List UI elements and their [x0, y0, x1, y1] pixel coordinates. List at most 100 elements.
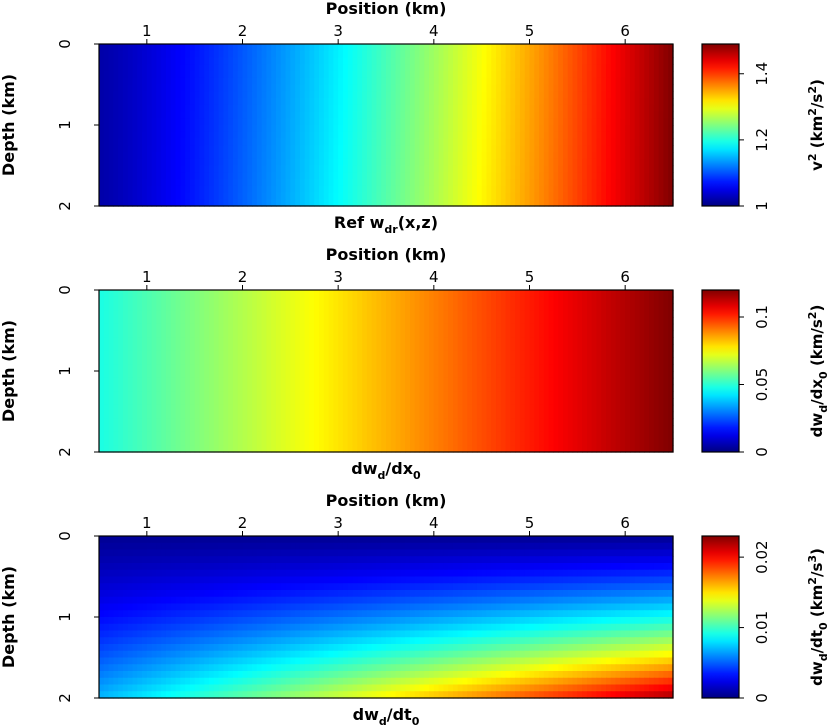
- heatmap-cell: [433, 357, 440, 365]
- heatmap-cell: [146, 344, 153, 352]
- heatmap-cell: [252, 165, 258, 173]
- heatmap-cell: [462, 290, 468, 298]
- heatmap-cell: [586, 344, 593, 352]
- heatmap-cell: [299, 317, 306, 325]
- heatmap-cell: [615, 118, 621, 126]
- heatmap-cell: [180, 185, 186, 194]
- heatmap-cell: [467, 323, 473, 332]
- heatmap-cell: [180, 71, 186, 79]
- heatmap-cell: [280, 185, 287, 194]
- heatmap-cell: [237, 71, 244, 79]
- heatmap-cell: [472, 158, 478, 167]
- heatmap-cell: [433, 391, 440, 399]
- heatmap-cell: [615, 152, 621, 160]
- heatmap-cell: [424, 172, 430, 180]
- heatmap-cell: [510, 344, 516, 352]
- heatmap-cell: [586, 199, 593, 207]
- heatmap-cell: [653, 91, 660, 99]
- heatmap-cell: [438, 199, 444, 207]
- heatmap-cell: [567, 118, 574, 126]
- heatmap-cell: [663, 290, 669, 298]
- heatmap-cell: [543, 44, 550, 52]
- heatmap-cell: [371, 192, 378, 200]
- heatmap-cell: [663, 303, 669, 311]
- heatmap-cell: [438, 179, 444, 187]
- heatmap-cell: [285, 404, 291, 413]
- heatmap-cell: [629, 330, 636, 338]
- heatmap-cell: [529, 98, 535, 106]
- heatmap-cell: [285, 371, 291, 379]
- heatmap-cell: [649, 98, 655, 106]
- heatmap-cell: [548, 145, 555, 153]
- heatmap-cell: [362, 71, 368, 79]
- heatmap-cell: [591, 391, 598, 399]
- heatmap-cell: [515, 290, 521, 298]
- heatmap-cell: [275, 404, 282, 413]
- heatmap-cell: [113, 391, 119, 399]
- heatmap-cell: [663, 138, 669, 146]
- heatmap-cell: [558, 377, 564, 386]
- heatmap-cell: [405, 165, 411, 173]
- heatmap-cell: [591, 337, 598, 345]
- heatmap-cell: [443, 125, 449, 133]
- heatmap-cell: [323, 57, 330, 65]
- heatmap-cell: [99, 77, 105, 86]
- heatmap-cell: [567, 303, 574, 311]
- heatmap-cell: [510, 138, 516, 146]
- heatmap-cell: [462, 118, 468, 126]
- heatmap-cell: [639, 145, 645, 153]
- heatmap-cell: [567, 152, 574, 160]
- heatmap-cell: [438, 77, 444, 86]
- heatmap-cell: [582, 64, 588, 72]
- heatmap-cell: [620, 337, 626, 345]
- heatmap-cell: [323, 384, 330, 392]
- heatmap-cell: [591, 310, 598, 318]
- heatmap-cell: [146, 398, 153, 406]
- heatmap-cell: [476, 77, 483, 86]
- heatmap-cell: [218, 98, 224, 106]
- heatmap-cell: [127, 192, 134, 200]
- heatmap-cell: [419, 125, 425, 133]
- heatmap-cell: [122, 323, 129, 332]
- heatmap-cell: [486, 152, 492, 160]
- heatmap-cell: [390, 98, 397, 106]
- heatmap-cell: [577, 158, 583, 167]
- heatmap-cell: [194, 172, 201, 180]
- heatmap-cell: [615, 104, 621, 113]
- heatmap-cell: [261, 84, 268, 92]
- heatmap-cell: [462, 84, 468, 92]
- heatmap-cell: [309, 91, 315, 99]
- heatmap-cell: [601, 152, 607, 160]
- heatmap-cell: [132, 310, 138, 318]
- heatmap-cell: [639, 158, 645, 167]
- heatmap-cell: [275, 158, 282, 167]
- heatmap-cell: [486, 44, 492, 52]
- heatmap-cell: [156, 98, 162, 106]
- heatmap-cell: [280, 404, 287, 413]
- heatmap-cell: [194, 303, 201, 311]
- heatmap-cell: [629, 296, 636, 305]
- heatmap-cell: [266, 303, 272, 311]
- heatmap-cell: [209, 185, 215, 194]
- heatmap-cell: [572, 91, 578, 99]
- heatmap-cell: [558, 317, 564, 325]
- heatmap-cell: [457, 44, 464, 52]
- heatmap-cell: [433, 296, 440, 305]
- heatmap-cell: [371, 391, 378, 399]
- heatmap-cell: [247, 384, 253, 392]
- heatmap-cell: [285, 377, 291, 386]
- heatmap-cell: [467, 384, 473, 392]
- heatmap-cell: [443, 323, 449, 332]
- heatmap-cell: [558, 64, 564, 72]
- heatmap-cell: [252, 384, 258, 392]
- heatmap-cell: [668, 165, 674, 173]
- heatmap-cell: [596, 104, 602, 113]
- heatmap-cell: [462, 71, 468, 79]
- heatmap-cell: [443, 398, 449, 406]
- heatmap-cell: [491, 323, 497, 332]
- heatmap-cell: [132, 391, 138, 399]
- heatmap-cell: [256, 50, 263, 59]
- heatmap-cell: [649, 377, 655, 386]
- heatmap-cell: [539, 50, 545, 59]
- heatmap-cell: [213, 111, 220, 119]
